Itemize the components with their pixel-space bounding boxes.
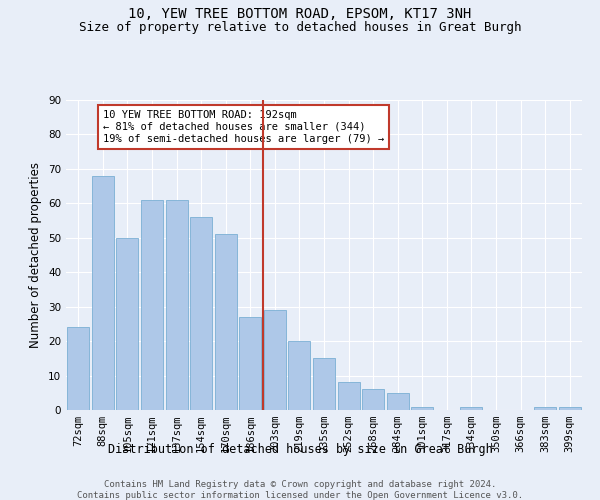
Bar: [362, 390, 384, 410]
Bar: [411, 406, 433, 410]
Text: 10, YEW TREE BOTTOM ROAD, EPSOM, KT17 3NH: 10, YEW TREE BOTTOM ROAD, EPSOM, KT17 3N…: [128, 8, 472, 22]
Bar: [190, 217, 212, 410]
Bar: [239, 317, 262, 410]
Text: Size of property relative to detached houses in Great Burgh: Size of property relative to detached ho…: [79, 21, 521, 34]
Bar: [559, 406, 581, 410]
Text: Distribution of detached houses by size in Great Burgh: Distribution of detached houses by size …: [107, 442, 493, 456]
Bar: [215, 234, 237, 410]
Bar: [92, 176, 114, 410]
Bar: [289, 341, 310, 410]
Bar: [264, 310, 286, 410]
Y-axis label: Number of detached properties: Number of detached properties: [29, 162, 43, 348]
Bar: [67, 328, 89, 410]
Text: Contains HM Land Registry data © Crown copyright and database right 2024.: Contains HM Land Registry data © Crown c…: [104, 480, 496, 489]
Bar: [534, 406, 556, 410]
Bar: [313, 358, 335, 410]
Text: 10 YEW TREE BOTTOM ROAD: 192sqm
← 81% of detached houses are smaller (344)
19% o: 10 YEW TREE BOTTOM ROAD: 192sqm ← 81% of…: [103, 110, 384, 144]
Bar: [141, 200, 163, 410]
Bar: [460, 406, 482, 410]
Text: Contains public sector information licensed under the Open Government Licence v3: Contains public sector information licen…: [77, 491, 523, 500]
Bar: [116, 238, 139, 410]
Bar: [166, 200, 188, 410]
Bar: [338, 382, 359, 410]
Bar: [386, 393, 409, 410]
